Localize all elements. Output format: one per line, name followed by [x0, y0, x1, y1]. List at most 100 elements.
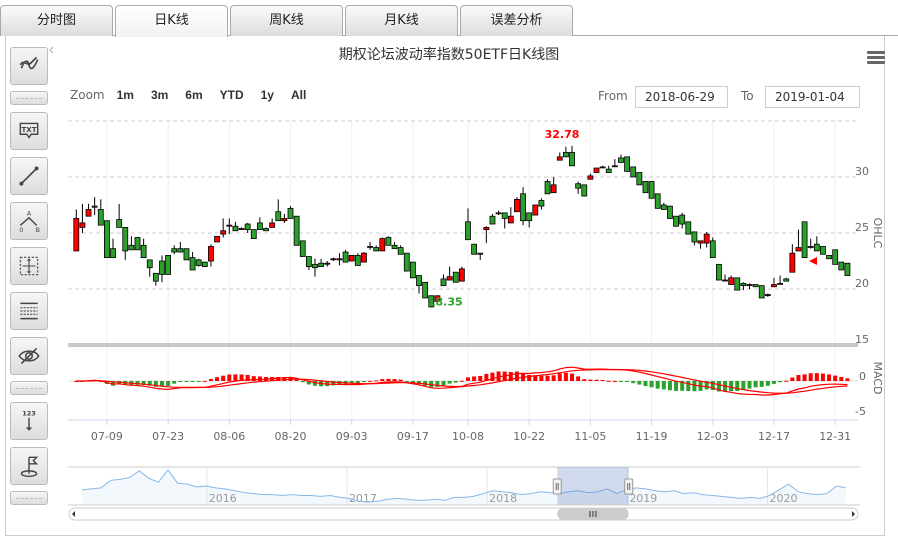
- candle: [293, 215, 300, 246]
- toolbar-button-text-annotation[interactable]: TXT: [10, 112, 48, 150]
- toolbar-button-trend-lines[interactable]: [10, 47, 48, 85]
- macd-histogram-bar: [398, 379, 403, 381]
- navigator-left-handle[interactable]: [552, 478, 562, 495]
- zoom-label: Zoom: [70, 88, 105, 102]
- zoom-1m-button[interactable]: 1m: [116, 88, 134, 102]
- macd-histogram-bar: [135, 381, 140, 385]
- zoom-ytd-button[interactable]: YTD: [219, 88, 244, 102]
- toolbar-separator-toggle[interactable]: [10, 91, 48, 105]
- candle: [764, 294, 771, 297]
- candle: [458, 268, 465, 282]
- candle: [660, 204, 667, 210]
- macd-histogram-bar: [753, 381, 758, 388]
- candle: [189, 257, 196, 271]
- candle: [495, 212, 502, 215]
- candle: [379, 238, 386, 252]
- macd-histogram-bar: [655, 381, 660, 389]
- candle: [563, 151, 569, 158]
- macd-histogram-bar: [227, 374, 232, 381]
- y-tick-label: 15: [855, 333, 869, 346]
- toolbar-separator-toggle[interactable]: [10, 491, 48, 505]
- macd-histogram-bar: [490, 372, 495, 381]
- macd-histogram-bar: [361, 381, 366, 383]
- toolbar-button-fibonacci[interactable]: [10, 292, 48, 330]
- macd-histogram-bar: [215, 377, 220, 381]
- tab-4[interactable]: 误差分析: [460, 5, 573, 36]
- navigator-year-label: 2018: [489, 492, 517, 505]
- zoom-3m-button[interactable]: 3m: [150, 88, 169, 102]
- macd-histogram-bar: [735, 381, 740, 392]
- candle: [116, 219, 123, 228]
- toolbar-button-hide[interactable]: [10, 337, 48, 375]
- macd-histogram-bar: [808, 373, 813, 381]
- to-date-input[interactable]: 2019-01-04: [765, 86, 860, 108]
- candle: [336, 258, 343, 261]
- candle: [385, 237, 392, 246]
- candle: [642, 181, 649, 194]
- macd-histogram-bar: [166, 381, 171, 387]
- collapse-toolbar-icon[interactable]: [49, 46, 54, 54]
- candle: [159, 260, 165, 275]
- candle: [593, 167, 600, 173]
- zoom-1y-button[interactable]: 1y: [260, 88, 274, 102]
- macd-histogram-bar: [459, 380, 464, 382]
- candle: [171, 248, 178, 253]
- macd-histogram-bar: [716, 381, 721, 392]
- candle: [507, 215, 514, 224]
- candle: [201, 261, 208, 267]
- macd-histogram-bar: [496, 371, 501, 381]
- toolbar-separator-toggle[interactable]: [10, 381, 48, 395]
- macd-histogram-bar: [820, 373, 825, 381]
- navigator-right-handle[interactable]: [624, 478, 634, 495]
- candle: [703, 233, 710, 244]
- candle: [783, 278, 790, 282]
- pane-resizer[interactable]: [68, 343, 858, 347]
- macd-histogram-bar: [196, 381, 201, 382]
- toolbar-button-vertical-counter[interactable]: 123: [10, 402, 48, 440]
- chart-menu-button[interactable]: [867, 51, 885, 65]
- macd-histogram-bar: [484, 373, 489, 381]
- vertical-counter-icon: 123: [22, 410, 36, 431]
- macd-histogram-bar: [435, 381, 440, 387]
- candle: [330, 258, 337, 261]
- grip-icon: [627, 483, 631, 490]
- candle: [232, 225, 239, 232]
- svg-text:0: 0: [19, 226, 23, 234]
- candle: [569, 151, 575, 167]
- toolbar-button-line-segment[interactable]: [10, 157, 48, 195]
- candle: [312, 263, 318, 269]
- macd-histogram-bar: [545, 375, 550, 381]
- candle: [263, 228, 269, 232]
- tab-3[interactable]: 月K线: [345, 5, 458, 36]
- navigator-selection[interactable]: [557, 467, 629, 505]
- tab-1[interactable]: 日K线: [115, 5, 228, 37]
- tab-2[interactable]: 周K线: [230, 5, 343, 36]
- candle: [826, 254, 832, 260]
- x-tick-label: 12-03: [697, 430, 729, 443]
- candle: [679, 214, 686, 225]
- candle: [305, 256, 312, 267]
- macd-histogram-bar: [306, 381, 311, 385]
- candle: [397, 247, 404, 255]
- macd-histogram-bar: [796, 375, 801, 381]
- zoom-6m-button[interactable]: 6m: [185, 88, 203, 102]
- from-date-input[interactable]: 2018-06-29: [635, 86, 728, 108]
- scroll-left-arrow-icon[interactable]: [72, 511, 75, 517]
- min-value-label: 18.35: [428, 295, 463, 308]
- candle: [636, 172, 643, 186]
- macd-histogram-bar: [251, 376, 256, 381]
- candle: [844, 262, 851, 276]
- svg-text:123: 123: [22, 410, 36, 418]
- elliott-wave-icon: A0 B: [19, 210, 40, 234]
- toolbar-button-measure[interactable]: [10, 247, 48, 285]
- candle: [342, 251, 349, 263]
- toolbar-button-flag[interactable]: [10, 447, 48, 485]
- tab-0[interactable]: 分时图: [0, 5, 113, 36]
- zoom-all-button[interactable]: All: [290, 88, 307, 102]
- scrollbar-track[interactable]: [68, 507, 859, 521]
- scroll-right-arrow-icon[interactable]: [852, 511, 855, 517]
- hamburger-icon: [867, 51, 885, 54]
- macd-histogram-bar: [312, 381, 317, 386]
